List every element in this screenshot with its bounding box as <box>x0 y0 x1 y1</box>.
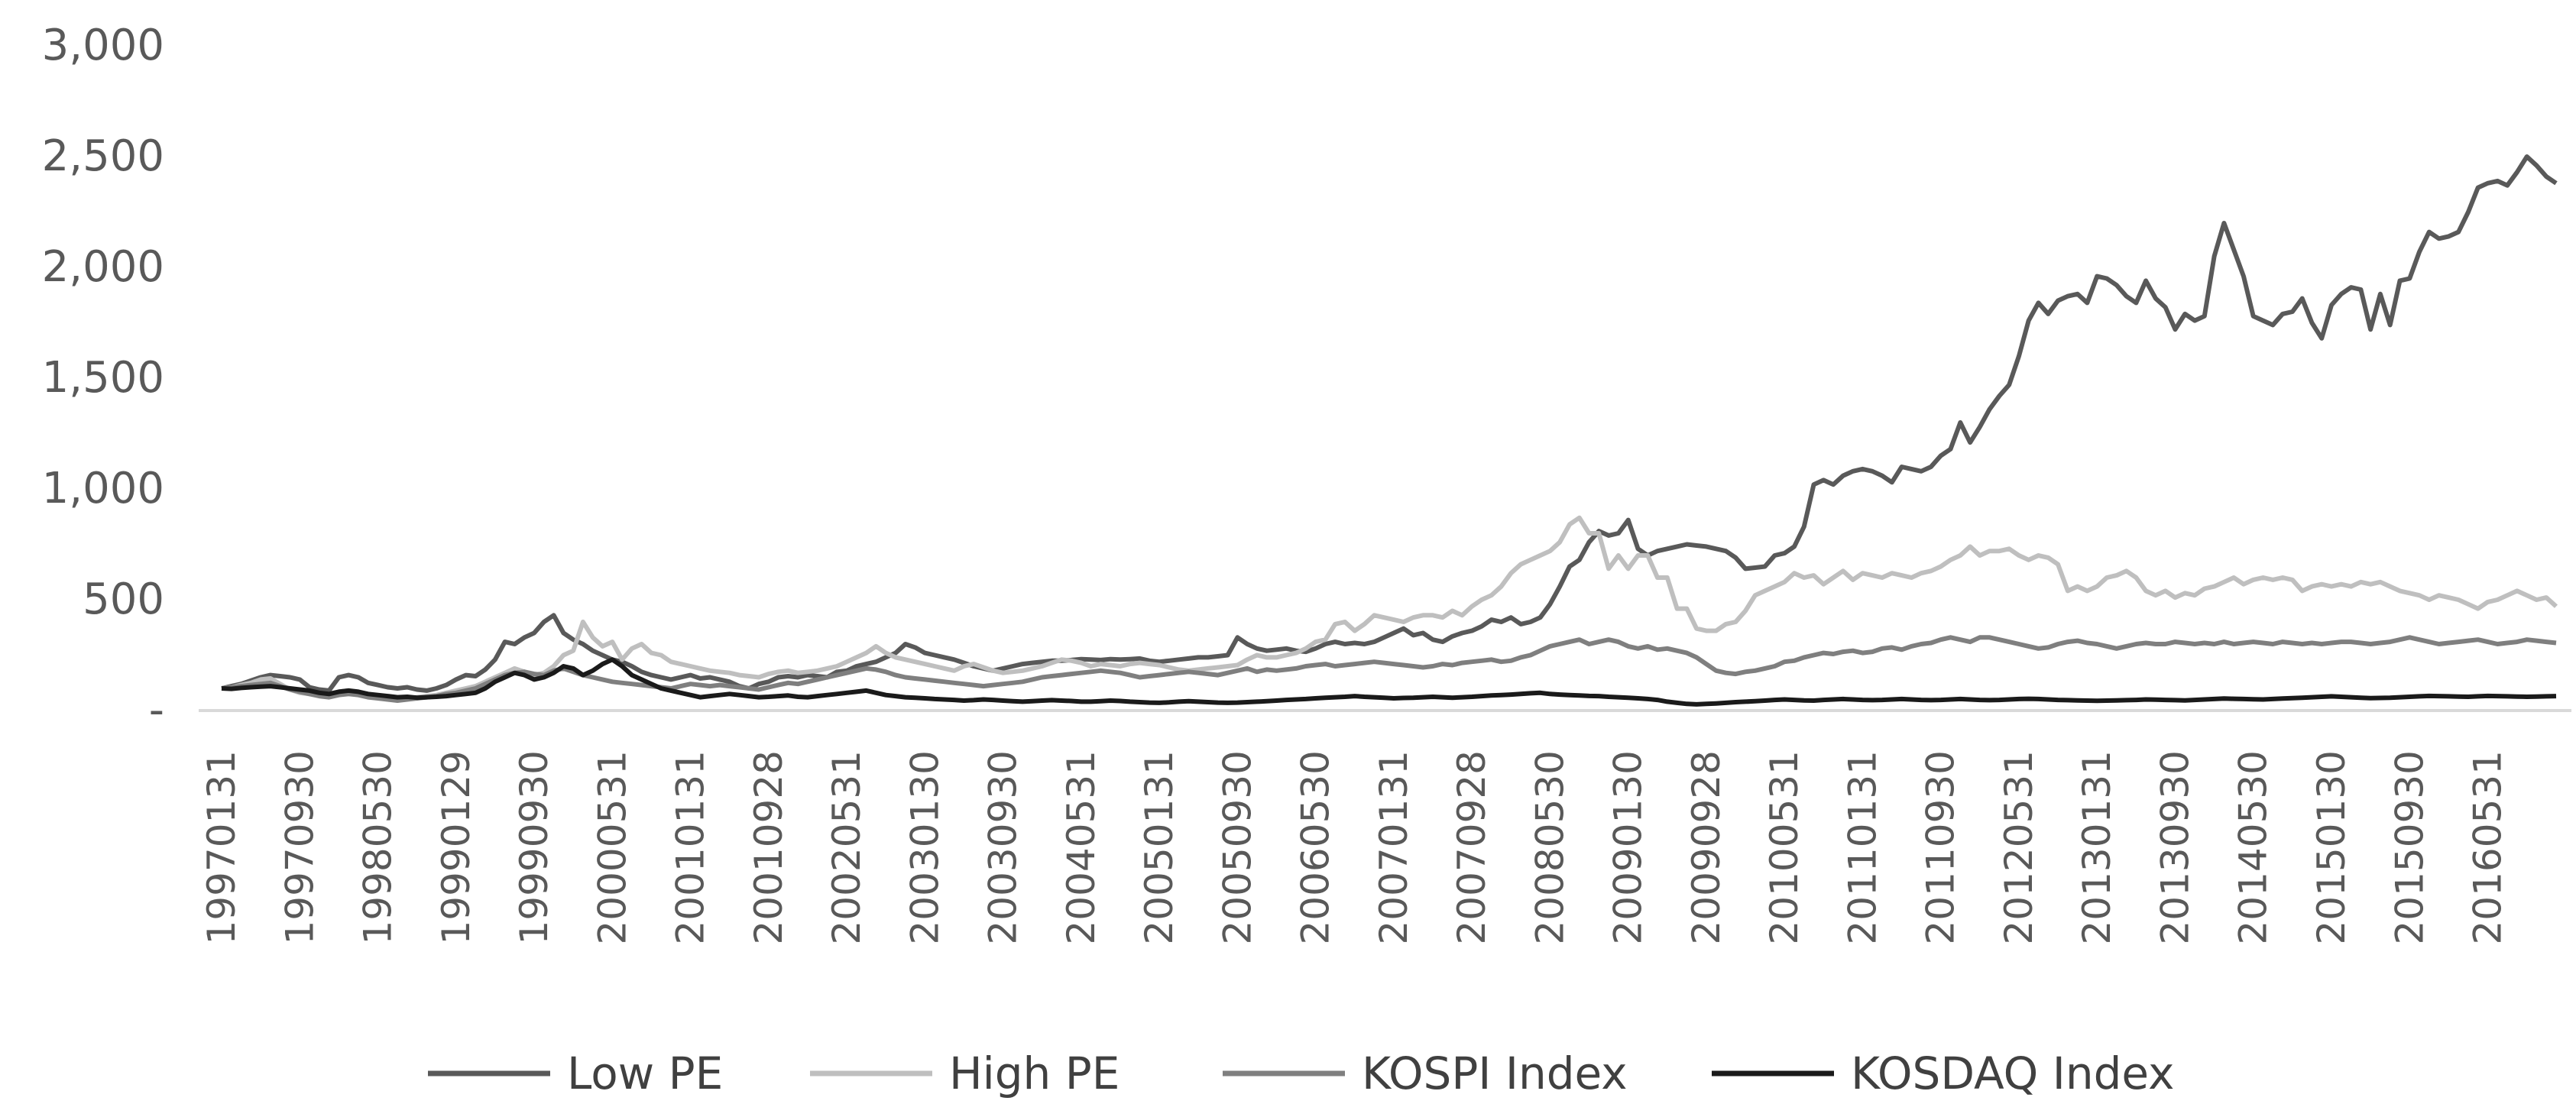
series-line-kospi-index <box>221 635 2557 703</box>
y-tick-label: 500 <box>83 575 164 624</box>
y-axis-ticks: - 500 1,000 1,500 2,000 2,500 3,000 <box>42 21 164 735</box>
series-line-high-pe <box>221 515 2558 702</box>
x-tick-label: 20020531 <box>825 750 869 945</box>
y-tick-label: 1,500 <box>42 353 164 403</box>
y-tick-label: - <box>149 685 164 735</box>
x-tick-label: 20060530 <box>1294 750 1338 945</box>
x-tick-label: 20010131 <box>669 750 713 945</box>
y-tick-label: 2,000 <box>42 242 164 292</box>
x-tick-label: 20050930 <box>1215 750 1259 945</box>
x-tick-label: 19970131 <box>199 750 244 945</box>
legend-label: KOSPI Index <box>1362 1047 1628 1099</box>
x-tick-label: 20150130 <box>2309 750 2354 945</box>
series-line-kosdaq-index <box>221 657 2557 707</box>
x-tick-label: 20070131 <box>1372 750 1416 945</box>
x-tick-label: 19970930 <box>277 750 322 945</box>
x-tick-label: 20010928 <box>747 750 791 945</box>
legend-label: Low PE <box>567 1047 723 1099</box>
x-tick-label: 19980530 <box>356 750 400 945</box>
x-tick-label: 20110930 <box>1919 750 1963 945</box>
x-tick-label: 20070928 <box>1450 750 1494 945</box>
x-tick-label: 20130930 <box>2153 750 2198 945</box>
x-tick-label: 20150930 <box>2387 750 2432 945</box>
legend-label: KOSDAQ Index <box>1851 1047 2174 1099</box>
series-layer <box>221 154 2558 707</box>
x-tick-label: 20120531 <box>1997 750 2041 945</box>
series-line-low-pe <box>221 154 2558 693</box>
legend: Low PE High PE KOSPI Index KOSDAQ Index <box>428 1047 2174 1099</box>
legend-label: High PE <box>949 1047 1120 1099</box>
x-tick-label: 20030130 <box>902 750 947 945</box>
y-tick-label: 1,000 <box>42 464 164 513</box>
x-tick-label: 20080530 <box>1528 750 1572 945</box>
x-tick-label: 20090928 <box>1684 750 1729 945</box>
x-tick-label: 20050131 <box>1137 750 1181 945</box>
y-tick-label: 3,000 <box>42 21 164 70</box>
x-tick-label: 20090130 <box>1606 750 1651 945</box>
x-tick-label: 20130131 <box>2075 750 2119 945</box>
x-tick-label: 20040531 <box>1059 750 1103 945</box>
x-tick-label: 20140530 <box>2231 750 2276 945</box>
x-tick-label: 20160531 <box>2466 750 2510 945</box>
x-tick-label: 20000531 <box>590 750 634 945</box>
x-tick-label: 20110131 <box>1840 750 1884 945</box>
x-tick-label: 19990129 <box>434 750 478 945</box>
x-tick-label: 20030930 <box>981 750 1026 945</box>
x-axis-ticks: 19970131 19970930 19980530 19990129 19990930… <box>199 750 2510 945</box>
x-tick-label: 19990930 <box>512 750 556 945</box>
x-tick-label: 20100531 <box>1762 750 1806 945</box>
y-tick-label: 2,500 <box>42 131 164 181</box>
